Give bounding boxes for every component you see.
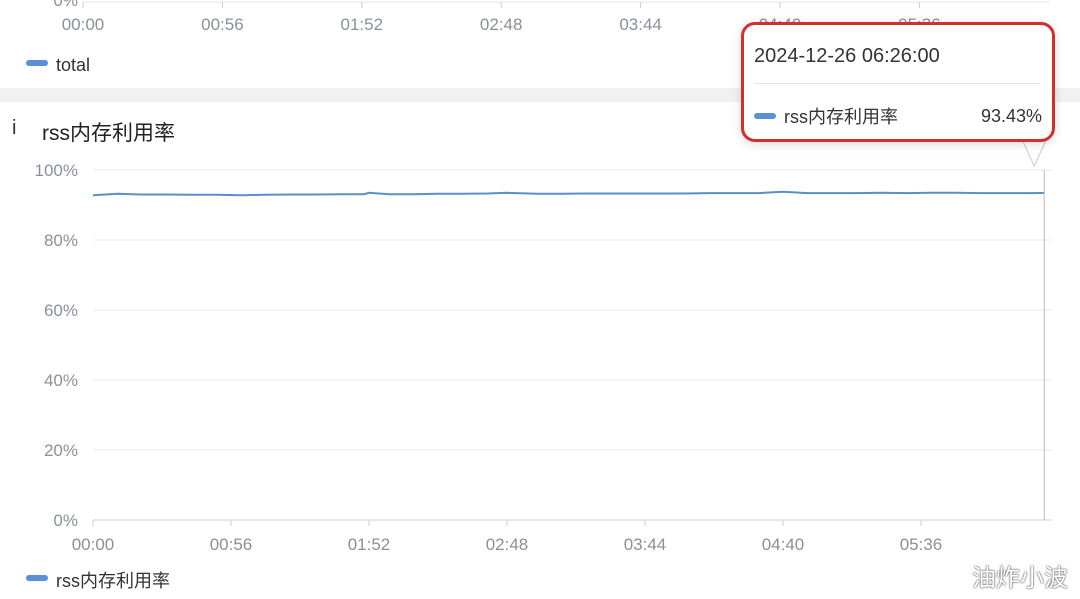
y-tick-label: 0% — [53, 511, 78, 530]
top-x-tick-label: 01:52 — [341, 15, 384, 34]
y-tick-label: 40% — [44, 371, 78, 390]
tooltip-series-name: rss内存利用率 — [784, 107, 898, 127]
tooltip-pointer — [1021, 139, 1047, 168]
y-tick-label: 60% — [44, 301, 78, 320]
y-tick-label: 80% — [44, 231, 78, 250]
x-tick-label: 05:36 — [900, 535, 943, 554]
top-legend-swatch — [26, 60, 48, 66]
x-tick-label: 04:40 — [762, 535, 805, 554]
top-legend-label: total — [56, 55, 90, 75]
legend-label: rss内存利用率 — [56, 571, 170, 591]
y-tick-label: 100% — [35, 161, 78, 180]
x-tick-label: 03:44 — [624, 535, 667, 554]
series-line-rss — [92, 190, 1045, 197]
tooltip-datetime: 2024-12-26 06:26:00 — [754, 45, 940, 67]
top-x-tick-label: 00:00 — [62, 15, 105, 34]
tooltip-divider — [754, 83, 1040, 84]
legend-swatch — [26, 575, 48, 581]
top-x-tick-label: 02:48 — [480, 15, 523, 34]
chart-tooltip: 2024-12-26 06:26:00 rss内存利用率 93.43% — [741, 22, 1055, 142]
top-y-tick: 0% — [53, 0, 78, 10]
x-tick-label: 02:48 — [486, 535, 529, 554]
y-tick-label: 20% — [44, 441, 78, 460]
top-x-tick-label: 00:56 — [201, 15, 244, 34]
tooltip-row: rss内存利用率 93.43% — [754, 103, 1042, 129]
x-tick-label: 00:00 — [72, 535, 115, 554]
chart-title: rss内存利用率 — [42, 122, 175, 145]
x-tick-label: 00:56 — [210, 535, 253, 554]
x-tick-label: 01:52 — [348, 535, 391, 554]
watermark: 油炸小波 — [972, 565, 1068, 592]
tooltip-value: 93.43% — [980, 105, 1042, 126]
tooltip-series-swatch — [754, 113, 776, 119]
info-icon: i — [12, 117, 16, 139]
top-x-tick-label: 03:44 — [619, 15, 662, 34]
